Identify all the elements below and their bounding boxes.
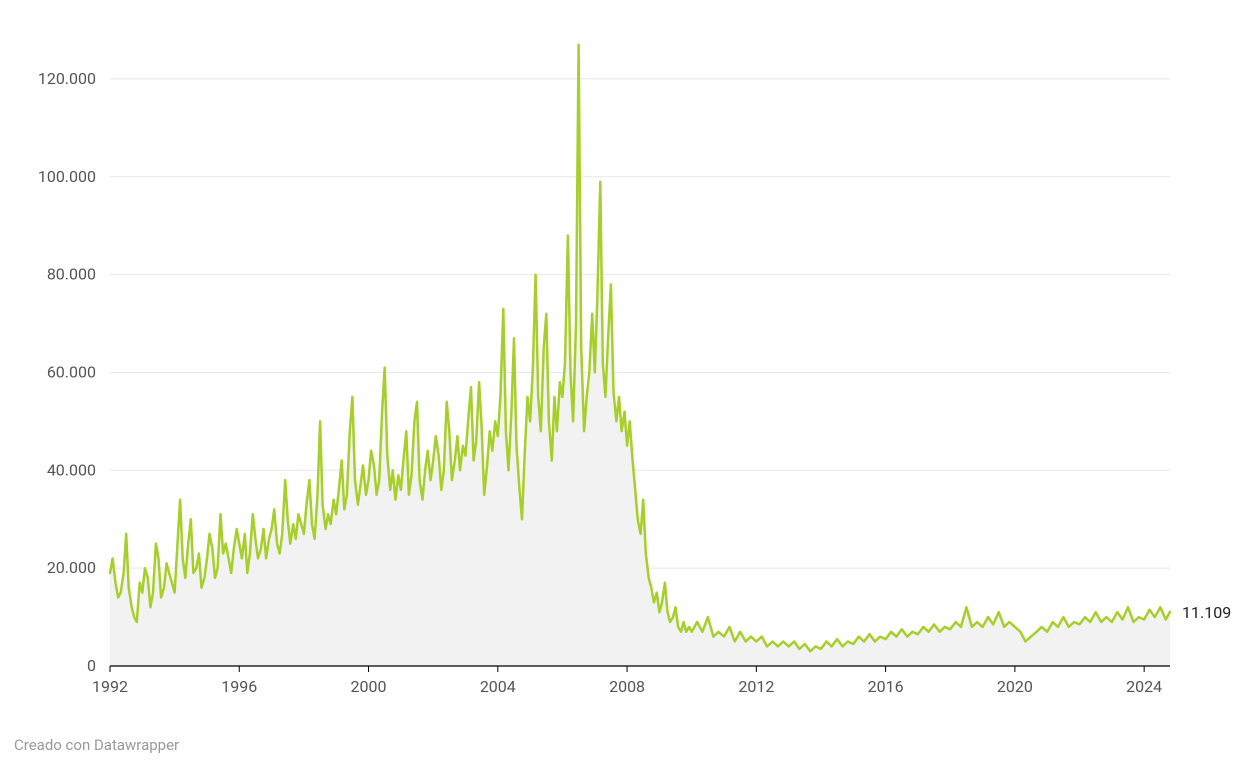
x-axis-label: 2024	[1126, 677, 1162, 696]
x-axis-label: 2000	[351, 677, 387, 696]
chart-container: 0 20.000 40.000 60.000 80.000 100.000 120.000 1…	[0, 0, 1240, 768]
x-axis-label: 1996	[221, 677, 257, 696]
end-value-label: 11.109	[1182, 603, 1231, 622]
y-axis-label: 120.000	[38, 69, 96, 88]
x-axis-label: 2008	[609, 677, 645, 696]
y-axis-label: 20.000	[47, 558, 96, 577]
x-axis-label: 2012	[738, 677, 774, 696]
x-axis-label: 2004	[480, 677, 516, 696]
y-axis-label: 40.000	[47, 460, 96, 479]
x-axis-label: 2016	[868, 677, 904, 696]
y-axis-label: 80.000	[47, 265, 96, 284]
y-axis-label: 100.000	[38, 167, 96, 186]
area-fill	[110, 45, 1170, 666]
x-axis-label: 2020	[997, 677, 1033, 696]
y-axis-label: 0	[87, 656, 96, 675]
x-axis-label: 1992	[92, 677, 128, 696]
y-axis-label: 60.000	[47, 362, 96, 381]
line-chart: 0 20.000 40.000 60.000 80.000 100.000 120.000 1…	[0, 0, 1240, 768]
attribution-text: Creado con Datawrapper	[14, 736, 179, 754]
